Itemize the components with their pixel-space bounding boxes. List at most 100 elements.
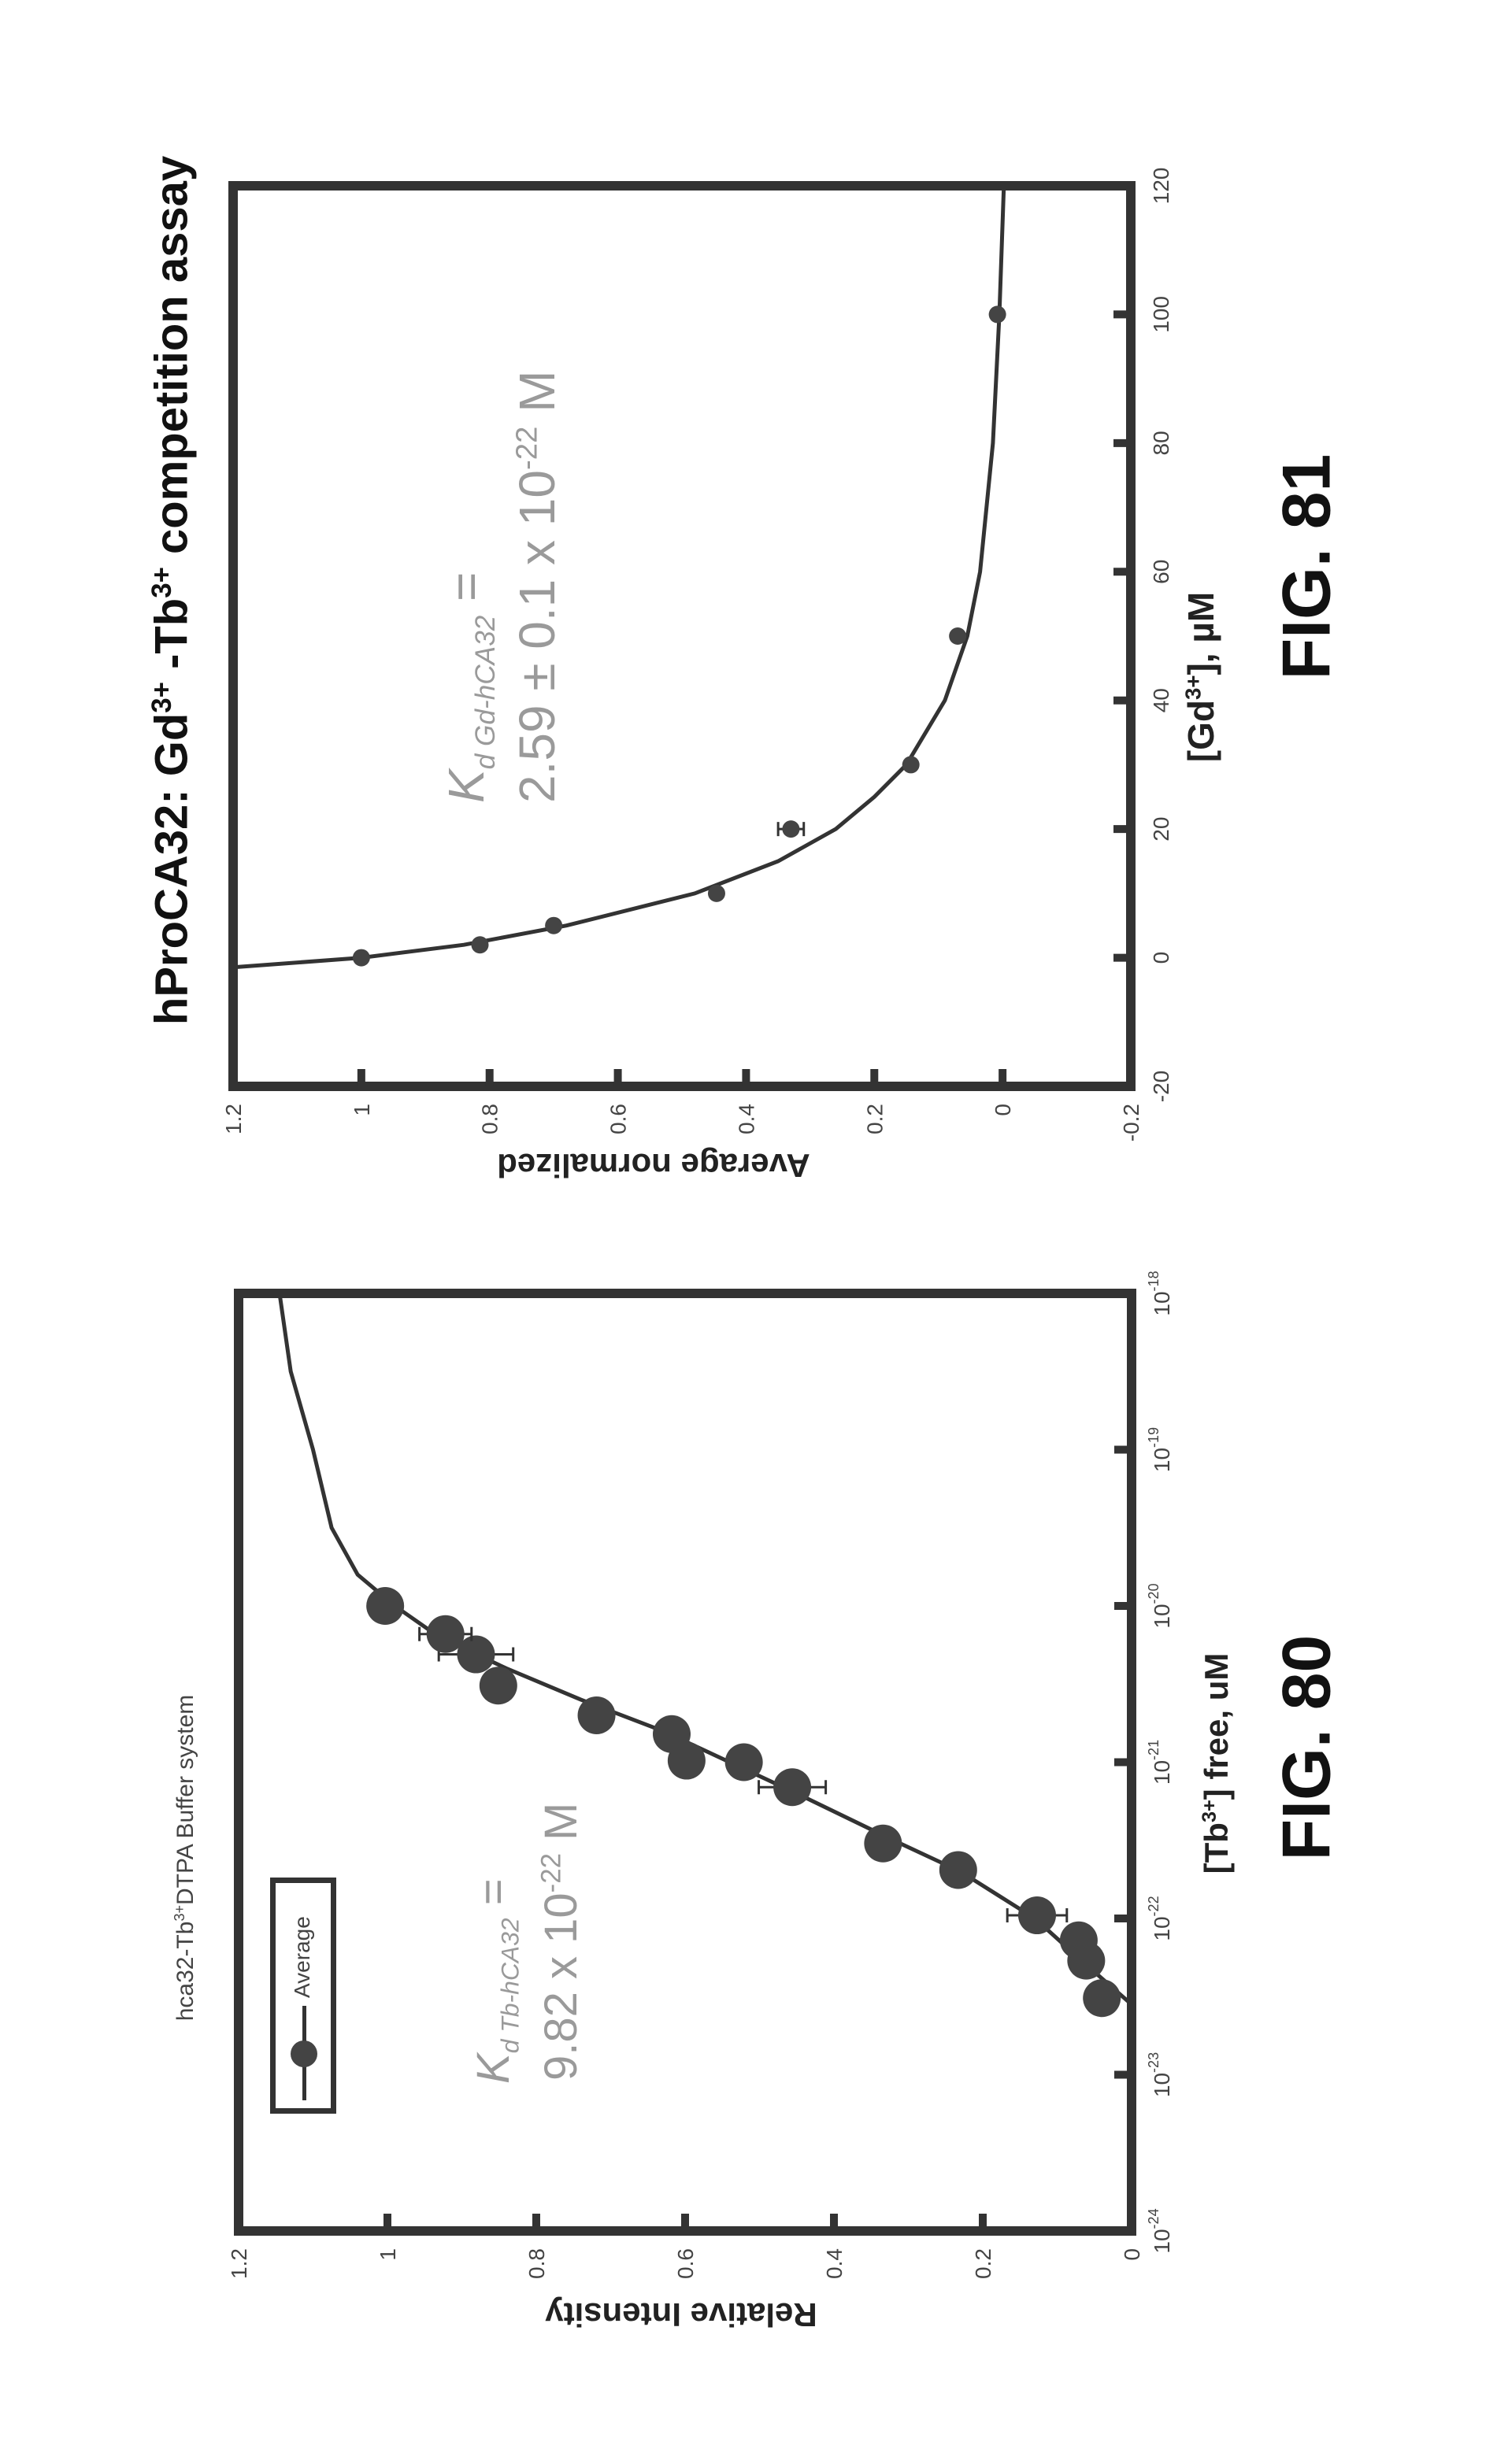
xlabel-text: [Gd [1180,699,1221,763]
fig81-title-text2: -Tb [146,598,198,683]
y-tick-label: 0.8 [524,2248,549,2279]
fig81-label: FIG. 81 [1269,453,1345,680]
y-tick-label: 0.2 [862,1104,887,1134]
x-tick-exponent: -18 [1146,1271,1162,1291]
y-tick-label: 0 [1120,2248,1144,2261]
xlabel-text2: ], µM [1180,591,1221,675]
x-tick-base: 10 [1150,1916,1174,1940]
fig80-kd-line1: Kd Tb-hCA32 = [468,1878,524,2084]
x-tick-label: 40 [1149,688,1173,712]
data-point [949,627,967,645]
y-tick-label: 0.4 [734,1104,758,1134]
fig80-title-text: hca32-Tb [172,1921,198,2022]
x-tick-exponent: -23 [1146,2052,1162,2073]
data-point [457,1635,495,1674]
x-tick-label: 10-18 [1146,1271,1174,1315]
x-tick-base: 10 [1150,1291,1174,1315]
x-tick-label: 10-23 [1146,2052,1174,2097]
legend-marker-icon [291,2040,317,2067]
xlabel-text: [Tb [1198,1822,1235,1874]
fig81-title: hProCA32: Gd3+ -Tb3+ competition assay [146,156,198,1025]
kd-exponent: -22 [535,1853,567,1893]
data-point [782,820,800,838]
data-point [366,1587,405,1625]
x-tick-label: 100 [1149,296,1173,333]
data-point [479,1667,517,1705]
fig80-title-text2: DTPA Buffer system [172,1694,198,1906]
kd-value: 9.82 x 10 [535,1892,587,2081]
y-tick-label: 0.8 [478,1104,502,1134]
data-point [988,305,1006,324]
x-tick-label: 60 [1149,560,1173,584]
x-tick-label: 10-21 [1146,1740,1174,1785]
data-point [1083,1979,1121,2018]
x-tick-label: -20 [1149,1071,1173,1102]
kd-equals: = [438,572,495,616]
fig80-y-axis-label: Relative Intensity [545,2296,817,2333]
x-tick-label: 10-19 [1146,1427,1174,1472]
kd-symbol: K [468,2053,519,2084]
kd-value: 2.59 ± 0.1 x 10 [509,470,565,803]
fig81-kd-line1: Kd Gd-hCA32 = [438,572,501,803]
fig81-chart: -0.2 0 0.2 0.4 0.6 0.8 1 1.2 -20 0 20 40 60 80 100 120 [221,168,1173,1142]
fig81-kd-line2: 2.59 ± 0.1 x 10-22 M [509,370,565,803]
data-point [939,1851,977,1889]
fig81-title-text3: competition assay [146,155,198,568]
fig81-title-text1: hProCA32: Gd [146,712,198,1026]
data-point [545,916,563,934]
fig81-title-sup1: 3+ [146,682,178,713]
fig81-y-axis-label: Average normalized [497,1147,810,1184]
y-tick-label: 1.2 [227,2248,251,2279]
fig80-title: hca32-Tb3+DTPA Buffer system [172,1695,199,2022]
y-tick-label: 0.6 [606,1104,631,1134]
x-tick-base: 10 [1150,1760,1174,1785]
legend-label: Average [290,1916,314,1998]
kd-exponent: -22 [509,426,544,471]
x-tick-exponent: -24 [1146,2208,1162,2229]
y-tick-label: 0.6 [673,2248,698,2279]
fig80-x-axis-label: [Tb3+] free, uM [1198,1653,1236,1874]
data-point [426,1615,465,1653]
x-tick-label: 80 [1149,431,1173,455]
kd-subscript: d Tb-hCA32 [495,1918,524,2054]
kd-unit: M [535,1802,587,1854]
data-point [707,884,725,902]
x-tick-base: 10 [1150,2229,1174,2253]
x-tick-base: 10 [1150,1448,1174,1472]
kd-equals: = [468,1878,519,1918]
data-point [1017,1896,1056,1935]
data-point [864,1824,902,1863]
fig80-chart: 00.20.40.60.811.210-2410-2310-2210-2110-… [227,1271,1174,2279]
y-tick-label: 1 [376,2248,400,2261]
x-tick-base: 10 [1150,1604,1174,1628]
fig80-fit-curve [277,1293,1133,2007]
data-point [902,756,920,774]
data-point [471,936,489,954]
x-tick-exponent: -19 [1146,1427,1162,1448]
fig80-kd-line2: 9.82 x 10-22 M [535,1803,587,2081]
y-tick-label: 0.2 [971,2248,995,2279]
data-point [724,1743,763,1781]
fig80-title-sup: 3+ [172,1905,187,1922]
xlabel-text2: ] free, uM [1198,1652,1235,1800]
data-point [1059,1921,1098,1959]
fig80-label: FIG. 80 [1269,1634,1345,1861]
x-tick-label: 20 [1149,817,1173,842]
kd-symbol: K [438,769,495,803]
xlabel-sup: 3+ [1180,675,1206,700]
x-tick-exponent: -21 [1146,1740,1162,1760]
y-tick-label: -0.2 [1119,1104,1143,1141]
x-tick-label: 10-20 [1146,1583,1174,1628]
x-tick-label: 0 [1149,952,1173,964]
x-tick-exponent: -20 [1146,1583,1162,1604]
y-tick-label: 0.4 [822,2248,847,2279]
y-tick-label: 0 [991,1104,1015,1116]
x-tick-label: 10-22 [1146,1896,1174,1940]
y-tick-label: 1.2 [221,1104,246,1134]
fig81-fit-curve [232,185,1006,970]
x-tick-label: 10-24 [1146,2208,1174,2253]
x-tick-exponent: -22 [1146,1896,1162,1916]
x-tick-base: 10 [1150,2073,1174,2097]
fig80-legend: Average [270,1878,336,2114]
